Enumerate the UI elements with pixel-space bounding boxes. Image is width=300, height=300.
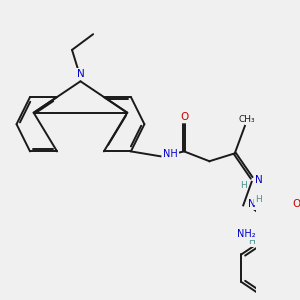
Text: N: N xyxy=(248,200,256,209)
Text: CH₃: CH₃ xyxy=(238,115,255,124)
Text: NH₂: NH₂ xyxy=(237,229,255,239)
Text: H: H xyxy=(248,237,255,246)
Text: NH: NH xyxy=(163,149,178,159)
Text: O: O xyxy=(180,112,188,122)
Text: N: N xyxy=(76,69,84,79)
Text: N: N xyxy=(255,175,263,185)
Text: H: H xyxy=(255,195,262,204)
Text: H: H xyxy=(240,181,247,190)
Text: O: O xyxy=(292,200,300,209)
